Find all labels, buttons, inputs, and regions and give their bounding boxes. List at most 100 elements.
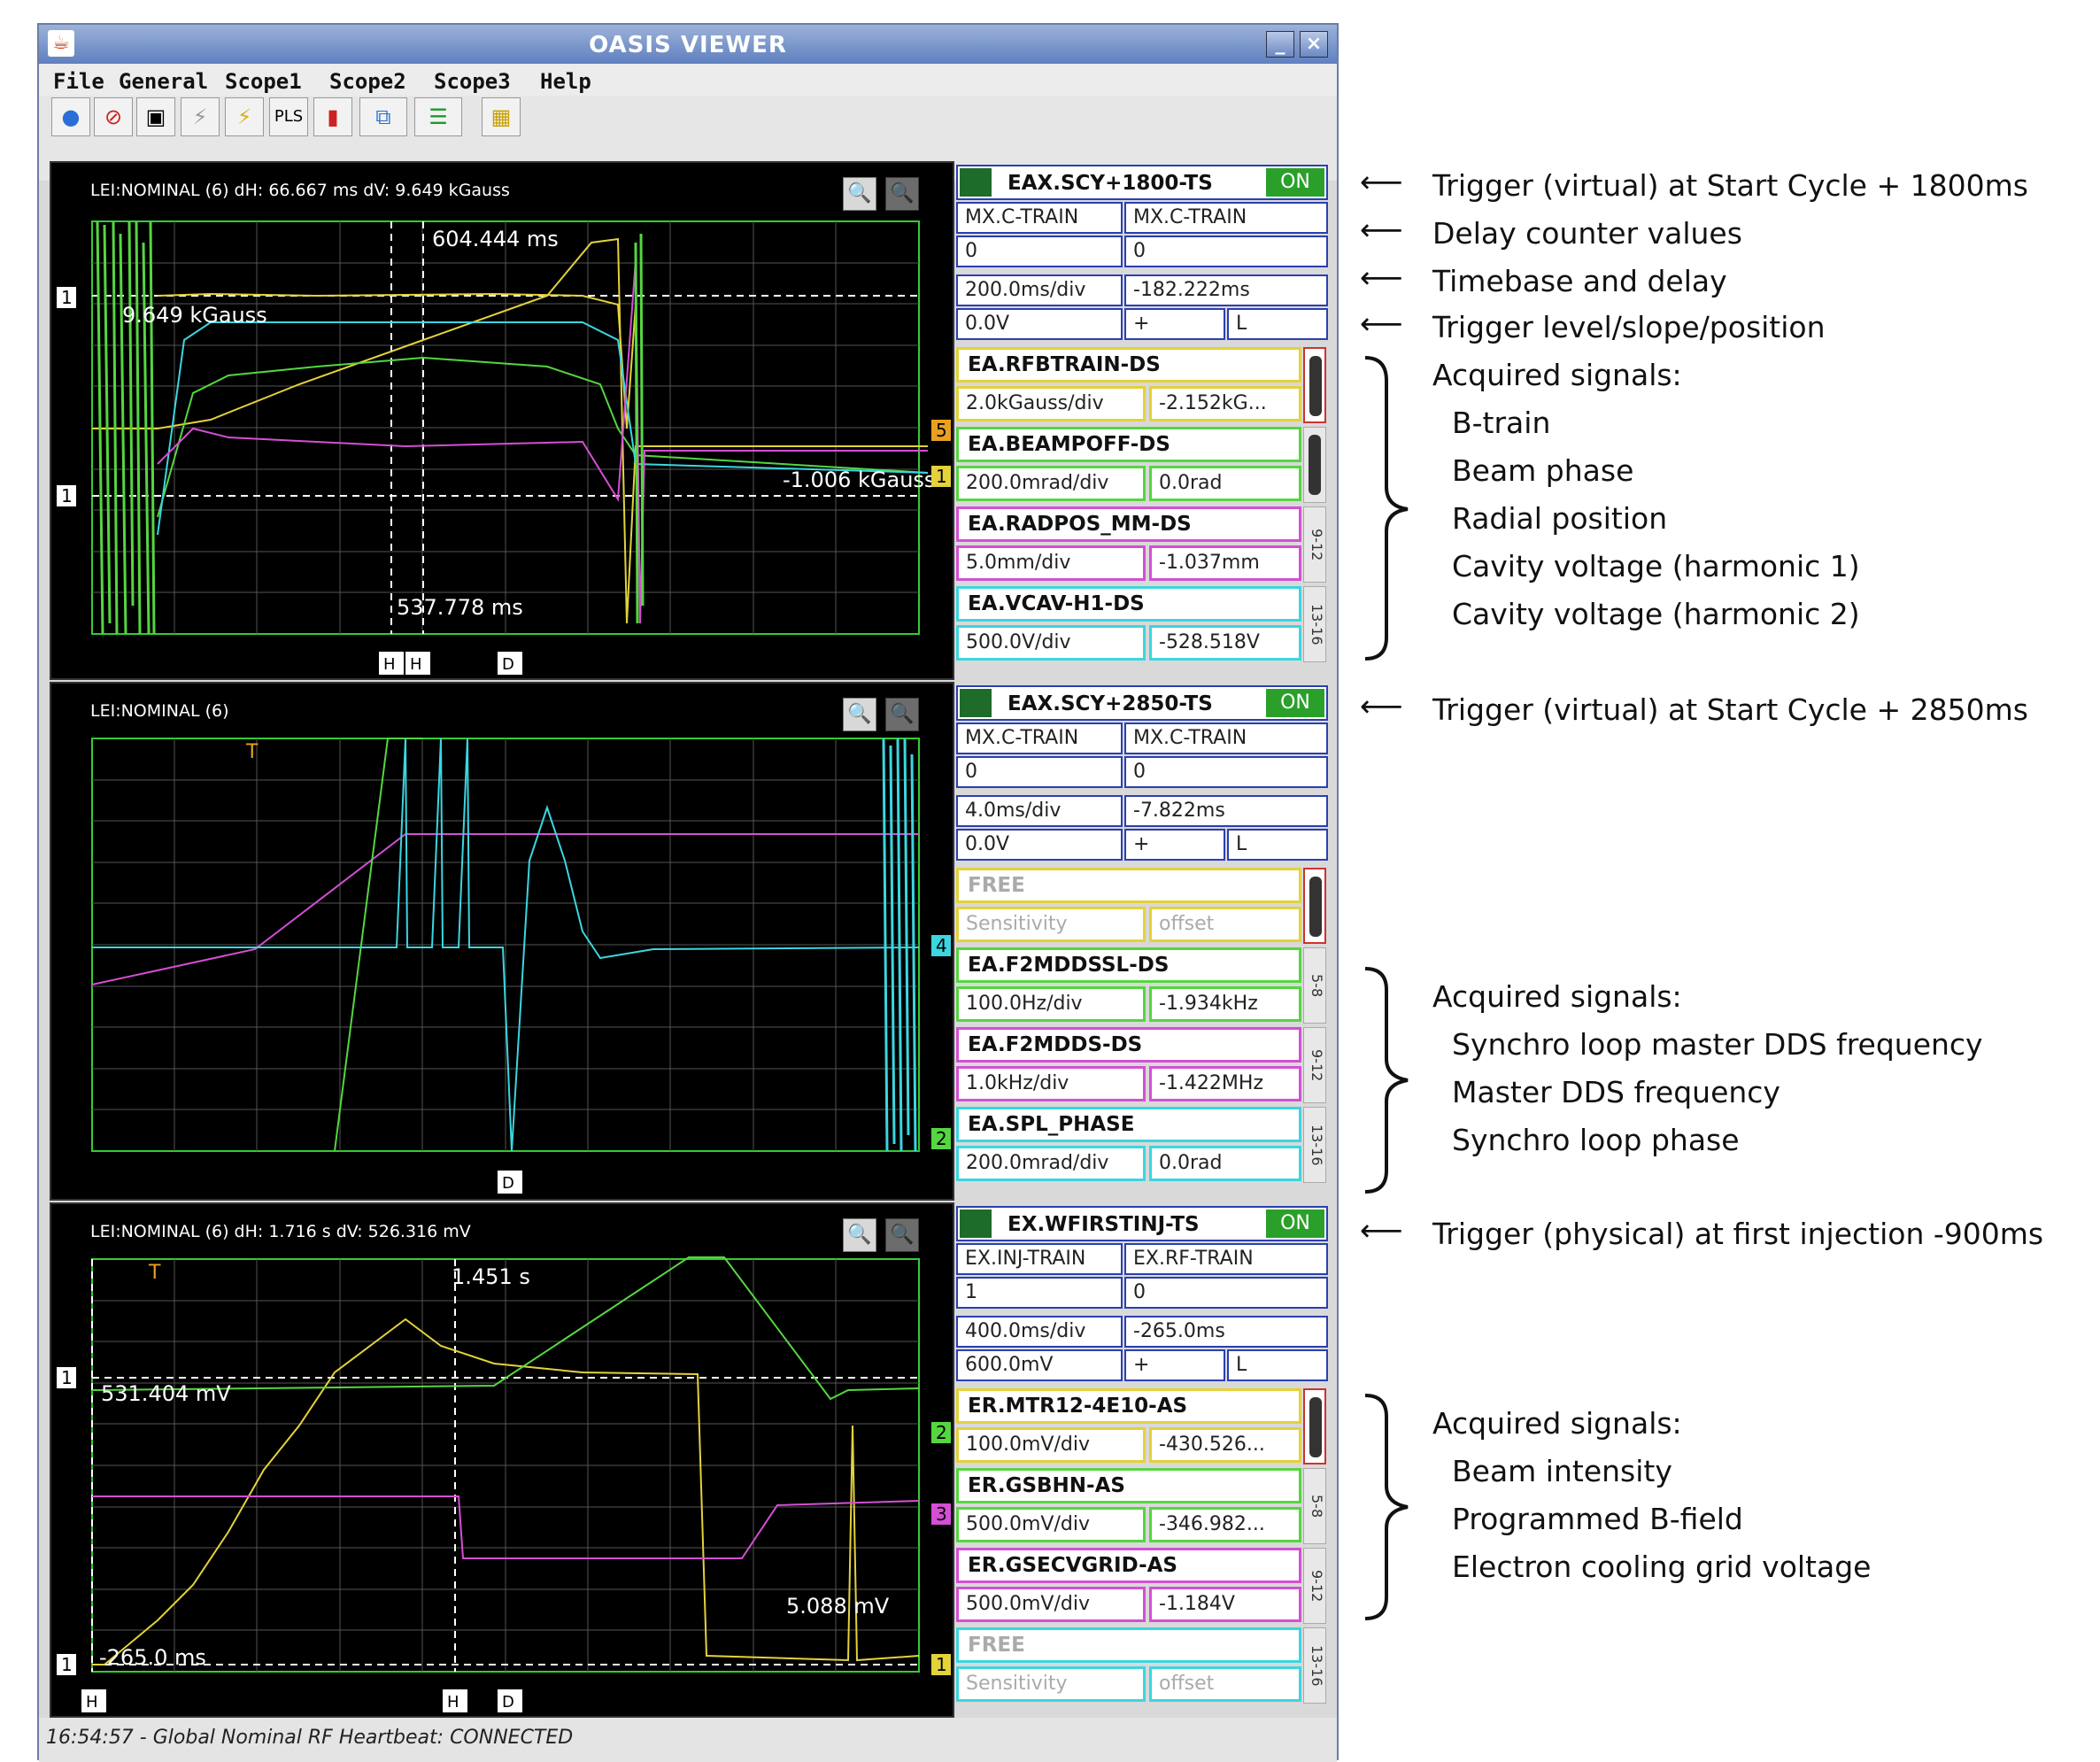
traffic-light-icon[interactable]: ▮ xyxy=(313,97,352,136)
signal-offset[interactable]: -1.934kHz xyxy=(1149,986,1301,1022)
signal-offset[interactable]: offset xyxy=(1149,1666,1301,1702)
delay-field[interactable]: -182.222ms xyxy=(1124,274,1328,306)
trigger-level[interactable]: 600.0mV xyxy=(956,1349,1123,1381)
minimize-button[interactable]: _ xyxy=(1266,31,1294,58)
signal-name[interactable]: EA.BEAMPOFF-DS xyxy=(956,427,1301,462)
signal-sensitivity[interactable]: 5.0mm/div xyxy=(956,545,1146,581)
channel-tab[interactable]: 9-12 xyxy=(1303,1548,1326,1624)
signal-offset[interactable]: -1.184V xyxy=(1149,1587,1301,1622)
scope-3-plot[interactable]: T 1.451 s 531.404 mV 5.088 mV -265.0 ms … xyxy=(51,1204,953,1716)
count-b[interactable]: 0 xyxy=(1124,1277,1328,1309)
bars-icon[interactable]: ☰ xyxy=(414,97,462,136)
zoom-in-icon[interactable]: 🔍 xyxy=(843,177,876,211)
timebase-field[interactable]: 4.0ms/div xyxy=(956,795,1123,827)
signal-row[interactable]: ER.MTR12-4E10-AS 100.0mV/div -430.526... xyxy=(956,1388,1326,1464)
zoom-out-icon[interactable]: 🔍 xyxy=(885,698,919,731)
trigger-on-button[interactable]: ON xyxy=(1266,1209,1324,1238)
signal-name[interactable]: ER.MTR12-4E10-AS xyxy=(956,1388,1301,1424)
knob-icon[interactable] xyxy=(1303,1388,1326,1464)
delay-counter-b[interactable]: MX.C-TRAIN xyxy=(1124,202,1328,234)
pls-button[interactable]: PLS xyxy=(269,97,308,136)
signal-row[interactable]: EA.SPL_PHASE 200.0mrad/div 0.0rad 13-16 xyxy=(956,1107,1326,1183)
signal-name[interactable]: EA.RFBTRAIN-DS xyxy=(956,347,1301,383)
plug-icon[interactable]: ⚡ xyxy=(181,97,220,136)
trigger-on-button[interactable]: ON xyxy=(1266,168,1324,197)
menu-help[interactable]: Help xyxy=(540,69,591,94)
signal-row[interactable]: EA.F2MDDSSL-DS 100.0Hz/div -1.934kHz 5-8 xyxy=(956,947,1326,1024)
signal-offset[interactable]: 0.0rad xyxy=(1149,1146,1301,1181)
trigger-level[interactable]: 0.0V xyxy=(956,308,1123,340)
knob-icon[interactable] xyxy=(1303,427,1326,503)
delay-counter-a[interactable]: EX.INJ-TRAIN xyxy=(956,1243,1123,1275)
disconnect-icon[interactable]: ⊘ xyxy=(94,97,133,136)
save-icon[interactable]: ▣ xyxy=(136,97,175,136)
signal-sensitivity[interactable]: 100.0Hz/div xyxy=(956,986,1146,1022)
delay-counter-a[interactable]: MX.C-TRAIN xyxy=(956,202,1123,234)
signal-name[interactable]: EA.F2MDDSSL-DS xyxy=(956,947,1301,983)
zoom-in-icon[interactable]: 🔍 xyxy=(843,698,876,731)
signal-sensitivity[interactable]: 1.0kHz/div xyxy=(956,1066,1146,1101)
delay-counter-a[interactable]: MX.C-TRAIN xyxy=(956,723,1123,754)
signal-name[interactable]: EA.VCAV-H1-DS xyxy=(956,586,1301,622)
signal-name[interactable]: FREE xyxy=(956,868,1301,903)
count-b[interactable]: 0 xyxy=(1124,236,1328,267)
signal-name[interactable]: ER.GSECVGRID-AS xyxy=(956,1548,1301,1583)
signal-name[interactable]: EA.F2MDDS-DS xyxy=(956,1027,1301,1063)
scope-1-plot[interactable]: 604.444 ms 537.778 ms 9.649 kGauss -1.00… xyxy=(51,163,953,678)
signal-offset[interactable]: -1.422MHz xyxy=(1149,1066,1301,1101)
channel-tab[interactable]: 5-8 xyxy=(1303,1468,1326,1544)
signal-offset[interactable]: -528.518V xyxy=(1149,625,1301,661)
globe-icon[interactable]: ● xyxy=(51,97,90,136)
signal-offset[interactable]: 0.0rad xyxy=(1149,466,1301,501)
signal-row[interactable]: EA.RADPOS_MM-DS 5.0mm/div -1.037mm 9-12 xyxy=(956,506,1326,583)
signal-name[interactable]: EA.RADPOS_MM-DS xyxy=(956,506,1301,542)
signal-name[interactable]: FREE xyxy=(956,1627,1301,1663)
trigger-row[interactable]: EX.WFIRSTINJ-TS ON xyxy=(956,1206,1328,1241)
trigger-position[interactable]: L xyxy=(1227,1349,1328,1381)
menu-scope2[interactable]: Scope2 xyxy=(329,69,406,94)
delay-counter-b[interactable]: MX.C-TRAIN xyxy=(1124,723,1328,754)
layout-icon[interactable]: ⧉ xyxy=(359,97,407,136)
trigger-level[interactable]: 0.0V xyxy=(956,829,1123,861)
trigger-slope[interactable]: + xyxy=(1124,829,1225,861)
menu-general[interactable]: General xyxy=(119,69,209,94)
signal-name[interactable]: ER.GSBHN-AS xyxy=(956,1468,1301,1503)
signal-sensitivity[interactable]: 100.0mV/div xyxy=(956,1427,1146,1463)
delay-field[interactable]: -265.0ms xyxy=(1124,1316,1328,1348)
scope-2-plot[interactable]: T 4 2 D xyxy=(51,684,953,1199)
signal-row[interactable]: EA.RFBTRAIN-DS 2.0kGauss/div -2.152kG... xyxy=(956,347,1326,423)
signal-row[interactable]: ER.GSECVGRID-AS 500.0mV/div -1.184V 9-12 xyxy=(956,1548,1326,1624)
count-a[interactable]: 0 xyxy=(956,236,1123,267)
trigger-on-button[interactable]: ON xyxy=(1266,689,1324,717)
signal-row[interactable]: EA.VCAV-H1-DS 500.0V/div -528.518V 13-16 xyxy=(956,586,1326,662)
close-button[interactable]: × xyxy=(1300,31,1328,58)
channel-tab[interactable]: 13-16 xyxy=(1303,1107,1326,1183)
zoom-out-icon[interactable]: 🔍 xyxy=(885,1218,919,1252)
signal-offset[interactable]: -346.982... xyxy=(1149,1507,1301,1542)
signal-sensitivity[interactable]: Sensitivity xyxy=(956,1666,1146,1702)
signal-row[interactable]: EA.F2MDDS-DS 1.0kHz/div -1.422MHz 9-12 xyxy=(956,1027,1326,1103)
count-a[interactable]: 0 xyxy=(956,756,1123,788)
signal-offset[interactable]: -2.152kG... xyxy=(1149,386,1301,421)
menu-file[interactable]: File xyxy=(53,69,104,94)
channel-tab[interactable]: 9-12 xyxy=(1303,506,1326,583)
delay-field[interactable]: -7.822ms xyxy=(1124,795,1328,827)
signal-row[interactable]: ER.GSBHN-AS 500.0mV/div -346.982... 5-8 xyxy=(956,1468,1326,1544)
signal-row[interactable]: EA.BEAMPOFF-DS 200.0mrad/div 0.0rad xyxy=(956,427,1326,503)
trigger-row[interactable]: EAX.SCY+2850-TS ON xyxy=(956,685,1328,721)
channel-tab[interactable]: 5-8 xyxy=(1303,947,1326,1024)
signal-sensitivity[interactable]: 200.0mrad/div xyxy=(956,1146,1146,1181)
trigger-position[interactable]: L xyxy=(1227,829,1328,861)
menu-scope1[interactable]: Scope1 xyxy=(225,69,302,94)
signal-sensitivity[interactable]: 500.0V/div xyxy=(956,625,1146,661)
trigger-row[interactable]: EAX.SCY+1800-TS ON xyxy=(956,165,1328,200)
trigger-position[interactable]: L xyxy=(1227,308,1328,340)
channel-tab[interactable]: 13-16 xyxy=(1303,1627,1326,1704)
signal-row[interactable]: FREE Sensitivity offset xyxy=(956,868,1326,944)
timebase-field[interactable]: 400.0ms/div xyxy=(956,1316,1123,1348)
signal-sensitivity[interactable]: 200.0mrad/div xyxy=(956,466,1146,501)
zoom-out-icon[interactable]: 🔍 xyxy=(885,177,919,211)
channel-tab[interactable]: 13-16 xyxy=(1303,586,1326,662)
menu-scope3[interactable]: Scope3 xyxy=(434,69,511,94)
signal-offset[interactable]: offset xyxy=(1149,907,1301,942)
